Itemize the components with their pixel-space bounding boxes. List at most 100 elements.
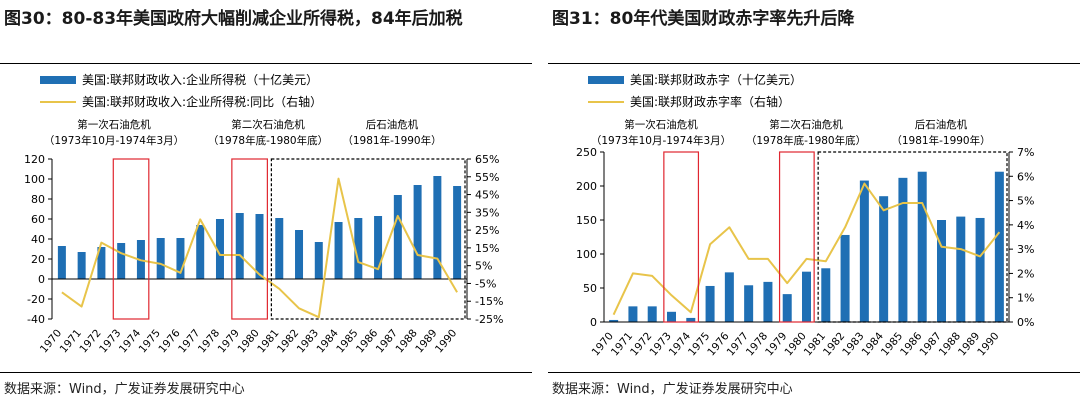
left-axis-tick-label: 80 [31,193,45,206]
x-axis-tick-label: 1990 [433,327,459,355]
bar [97,247,106,279]
bar [176,238,185,279]
bar [275,218,284,279]
bar [956,216,966,322]
left-axis-tick-label: 200 [576,180,597,193]
chart-panel-corporate-tax: 图30：80-83年美国政府大幅削减企业所得税，84年后加税 美国:联邦财政收入… [0,0,532,407]
crisis-annotation-period: （1973年10月-1974年3月） [591,134,731,147]
bar [117,243,126,279]
right-axis-tick-label: 0% [1017,316,1034,329]
left-axis-tick-label: 120 [24,153,45,166]
bar [334,222,343,279]
legend-bar-swatch [40,76,76,84]
bar [235,213,244,279]
x-axis-tick-label: 1990 [975,330,1001,358]
bar [57,246,66,279]
crisis-annotation-period: （1978年底-1980年底） [208,134,328,147]
bar [782,294,792,322]
title-divider [548,63,1080,64]
bar [705,285,715,322]
bar [898,177,908,322]
right-axis-tick-label: 65% [475,153,499,166]
bar [354,218,363,279]
right-axis-tick-label: 7% [1017,146,1034,159]
right-axis-tick-label: 2% [1017,267,1034,280]
right-axis-tick-label: 5% [1017,195,1034,208]
left-axis-tick-label: 20 [31,253,45,266]
post-crisis-box [270,158,466,320]
figure-title: 图30：80-83年美国政府大幅削减企业所得税，84年后加税 [4,9,463,29]
bar [374,216,383,279]
source-note: 数据来源：Wind，广发证券发展研究中心 [4,382,245,397]
bar [647,306,657,322]
bar [744,285,754,322]
left-axis-tick-label: 100 [24,173,45,186]
title-divider [0,63,532,64]
bar [724,272,734,322]
figure-title: 图31：80年代美国财政赤字率先升后降 [552,9,855,29]
right-axis-tick-label: 3% [1017,243,1034,256]
legend-line-label: 美国:联邦财政赤字率（右轴） [630,94,790,109]
bar [937,220,946,322]
bar [975,217,985,322]
crisis-annotation-period: （1973年10月-1974年3月） [44,134,184,147]
source-note: 数据来源：Wind，广发证券发展研究中心 [552,382,793,397]
right-axis-tick-label: 1% [1017,292,1034,305]
bar [314,242,323,279]
crisis-annotation-period: （1981年-1990年） [342,134,441,147]
right-axis-tick-label: -15% [475,295,503,308]
legend-bar-label: 美国:联邦财政赤字（十亿美元） [630,72,802,87]
crisis-annotation-title: 后石油危机 [915,118,968,131]
right-axis-tick-label: 55% [475,171,499,184]
bar [840,234,850,322]
crisis-annotation-title: 第二次石油危机 [769,118,843,131]
bar [802,271,811,322]
crisis-annotation-title: 第一次石油危机 [77,118,151,131]
crisis-annotation-period: （1978年底-1980年底） [746,134,866,147]
oil-crisis-box [663,151,700,323]
source-divider [0,372,532,373]
post-crisis-box [817,151,1008,323]
series-line [612,182,1001,316]
legend-bar-swatch [588,76,624,84]
left-axis-tick-label: -20 [27,293,45,306]
crisis-annotation-title: 第二次石油危机 [231,118,305,131]
crisis-annotation-period: （1981年-1990年） [891,134,990,147]
fiscal-deficit-chart: 美国:联邦财政赤字（十亿美元） 美国:联邦财政赤字率（右轴） 第一次石油危机 （197… [576,72,1034,358]
series-line [61,177,458,319]
left-axis-tick-label: 40 [31,233,45,246]
left-axis-tick-label: 60 [31,213,45,226]
bar [215,219,224,279]
bar [917,171,927,322]
crisis-annotation-title: 后石油危机 [366,118,419,131]
bar [255,214,264,279]
bar [77,252,86,279]
bar [156,238,165,279]
bar [859,180,869,322]
oil-crisis-box [778,151,815,323]
bar [879,196,889,322]
bar [393,195,402,279]
right-axis-tick-label: 4% [1017,219,1034,232]
corporate-tax-chart: 美国:联邦财政收入:企业所得税（十亿美元） 美国:联邦财政收入:企业所得税:同比（… [24,72,503,355]
legend-line-label: 美国:联邦财政收入:企业所得税:同比（右轴） [82,94,322,109]
bar [821,268,831,322]
bar [667,311,676,322]
bar [453,186,462,279]
right-axis-tick-label: -25% [475,313,503,326]
source-divider [548,372,1080,373]
left-axis-tick-label: 100 [576,248,597,261]
right-axis-tick-label: 45% [475,189,499,202]
left-axis-tick-label: 50 [583,282,597,295]
bar [686,317,696,322]
right-axis-tick-label: 35% [475,206,499,219]
crisis-annotation-title: 第一次石油危机 [624,118,698,131]
bar [196,225,205,279]
right-axis-tick-label: 5% [475,260,492,273]
right-axis-tick-label: 6% [1017,170,1034,183]
bar [763,281,773,322]
bar [609,319,619,322]
bar [628,306,638,322]
right-axis-tick-label: 15% [475,242,499,255]
left-axis-tick-label: 250 [576,146,597,159]
